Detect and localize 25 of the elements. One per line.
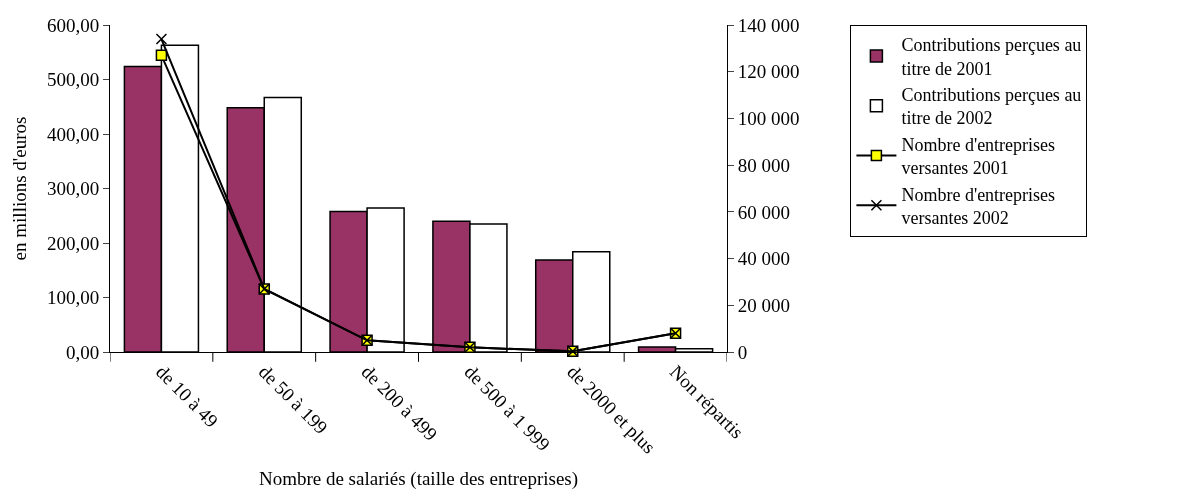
y-tick-label: 600,00 [46, 14, 100, 36]
y-tick-label: 0,00 [65, 341, 100, 363]
legend-label: Nombre d'entreprises versantes 2001 [901, 134, 1056, 179]
y-axis-title: en millions d'euros [8, 116, 30, 261]
x-tick-label: de 200 à 499 [357, 361, 442, 445]
y2-tick-label: 0 [737, 341, 748, 363]
legend-label: Contributions perçues au titre de 2001 [901, 35, 1082, 79]
legend-label: Nombre d'entreprises versantes 2002 [901, 184, 1056, 229]
y-tick-label: 500,00 [46, 69, 100, 91]
y2-tick-label: 80 000 [737, 154, 791, 176]
y2-tick-label: 140 000 [737, 14, 800, 36]
y2-tick-label: 60 000 [737, 201, 791, 223]
y-tick-label: 300,00 [46, 178, 100, 200]
x-tick-label: de 500 à 1 999 [460, 361, 555, 455]
legend-label: Contributions perçues au titre de 2002 [901, 85, 1082, 129]
y-tick-label: 400,00 [46, 123, 100, 145]
y-tick-label: 100,00 [46, 287, 100, 309]
y2-tick-label: 120 000 [737, 61, 800, 83]
y-tick-label: 200,00 [46, 232, 100, 254]
x-axis-title: Nombre de salariés (taille des entreprises) [258, 468, 579, 491]
x-tick-label: de 10 à 49 [151, 361, 223, 432]
y2-tick-label: 20 000 [737, 294, 791, 316]
x-tick-label: de 50 à 199 [254, 361, 332, 439]
y2-tick-label: 100 000 [737, 108, 800, 130]
y2-tick-label: 40 000 [737, 248, 791, 270]
